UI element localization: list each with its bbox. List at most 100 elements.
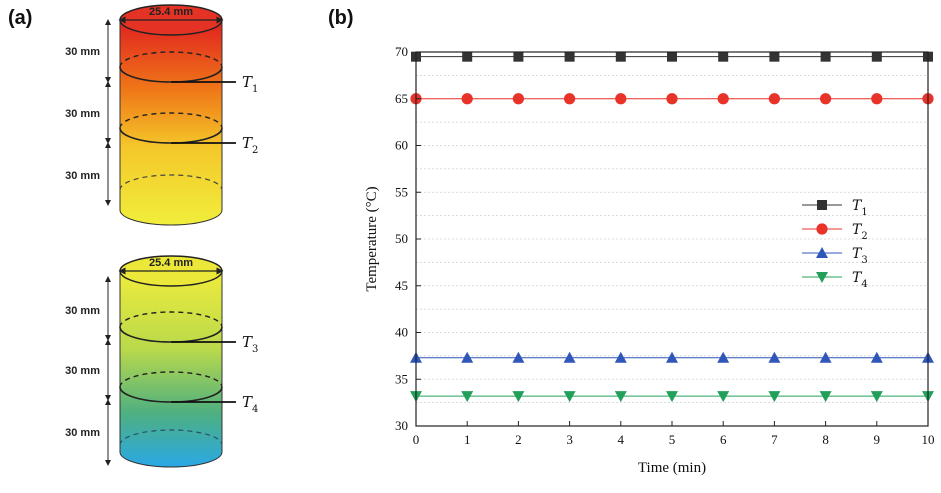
series-T3-point: [717, 351, 730, 363]
x-tick-label: 6: [720, 432, 727, 447]
x-tick-label: 7: [771, 432, 778, 447]
series-T4-point: [768, 391, 781, 403]
series-T4-point: [870, 391, 883, 403]
series-T2-point: [871, 93, 883, 105]
legend-T2-label: T2: [852, 222, 868, 242]
y-tick-label: 55: [395, 184, 408, 199]
series-T1-point: [667, 51, 677, 62]
x-tick-label: 1: [464, 432, 471, 447]
sensor-t1-label: T1: [242, 73, 258, 95]
series-T4-point: [512, 391, 525, 403]
legend-T2-marker: [816, 223, 828, 235]
series-T4-point: [717, 391, 730, 403]
series-T3-point: [870, 351, 883, 363]
series-T4-point: [614, 391, 627, 403]
sensor-t2-sub: 2: [252, 145, 258, 156]
legend-T1-label: T1: [852, 198, 868, 218]
series-T1-point: [718, 51, 729, 62]
plane-2-back: [119, 112, 223, 129]
legend-T1-letter: T: [852, 198, 863, 214]
legend-T3-marker: [816, 247, 828, 258]
series-T2-point: [564, 93, 576, 105]
series-T1-point: [820, 51, 831, 62]
sensor-t4-label: T4: [242, 393, 258, 415]
series-T3-point: [614, 351, 627, 363]
x-tick-label: 10: [922, 432, 935, 447]
series-T3-point: [768, 351, 781, 363]
x-tick-label: 9: [874, 432, 881, 447]
series-T1-point: [462, 51, 473, 62]
sensor-t4-letter: T: [242, 393, 253, 411]
series-T4-point: [563, 391, 576, 403]
legend-T3-label: T3: [852, 246, 868, 266]
series-T1-point: [513, 51, 524, 62]
series-T3-point: [512, 351, 525, 363]
y-tick-label: 60: [395, 138, 408, 153]
legend-T1-marker: [817, 200, 827, 210]
spacing-label-top-1: 30 mm: [65, 46, 100, 58]
x-axis-title: Time (min): [638, 460, 706, 476]
x-tick-label: 4: [618, 432, 625, 447]
x-tick-label: 0: [413, 432, 420, 447]
series-T4-point: [666, 391, 678, 403]
series-T1-point: [564, 51, 575, 62]
y-axis-title: Temperature (°C): [364, 186, 380, 291]
diameter-label-top: 25.4 mm: [149, 6, 193, 18]
legend-T2-sub: 2: [861, 231, 867, 242]
x-axis-ticks: 0 1 2 3 4 5 6 7 8 9 10: [413, 421, 935, 447]
series-T2-point: [768, 93, 781, 105]
sensor-t4-sub: 4: [252, 404, 258, 415]
plane-bottom2-back: [119, 429, 223, 446]
y-tick-label: 30: [395, 418, 408, 433]
series-T2-point: [820, 93, 832, 105]
sensor-t3-letter: T: [242, 333, 253, 351]
diameter-label-bottom: 25.4 mm: [149, 257, 193, 269]
sensor-t2-label: T2: [242, 134, 258, 156]
cylinder-top: 25.4 mm T1 T2 30 mm 30 mm 30 mm: [65, 4, 258, 226]
series-T4-point: [819, 391, 832, 403]
series-T3-point: [563, 351, 576, 363]
y-axis-ticks: 30 35 40 45 50 55 60 65 70: [395, 44, 421, 433]
series-T2-point: [615, 93, 627, 105]
cylinder-bottom-body: [119, 270, 223, 468]
spacing-label-bottom-1: 30 mm: [65, 305, 100, 317]
series-T3-point: [666, 351, 678, 363]
x-tick-label: 3: [566, 432, 573, 447]
y-tick-label: 40: [395, 325, 408, 340]
cylinder-top-body: [119, 19, 223, 226]
series-T2-point: [512, 93, 525, 105]
y-tick-label: 65: [395, 91, 408, 106]
series-T1-point: [769, 51, 780, 62]
y-tick-label: 35: [395, 371, 408, 386]
plane-1-back: [119, 51, 223, 68]
x-tick-label: 8: [822, 432, 829, 447]
legend-T4-marker: [816, 272, 828, 283]
legend-T4-label: T4: [852, 270, 868, 290]
panel-a-label: (a): [8, 7, 32, 29]
legend-T2-letter: T: [852, 222, 863, 238]
y-tick-label: 50: [395, 231, 408, 246]
legend-T3-letter: T: [852, 246, 863, 262]
spacing-label-top-2: 30 mm: [65, 108, 100, 120]
legend-T1-sub: 1: [861, 207, 867, 218]
panel-b-label: (b): [328, 7, 354, 29]
series-T3-point: [461, 351, 474, 363]
x-tick-label: 5: [669, 432, 676, 447]
series-T2-point: [717, 93, 729, 105]
series-T4-point: [461, 391, 474, 403]
sensor-t3-sub: 3: [252, 344, 258, 355]
spacing-label-top-3: 30 mm: [65, 170, 100, 182]
spacing-label-bottom-2: 30 mm: [65, 365, 100, 377]
series-T1-point: [615, 51, 626, 62]
plane-4-back: [119, 371, 223, 388]
legend-T3-sub: 3: [861, 255, 867, 266]
sensor-t1-letter: T: [242, 73, 253, 91]
y-tick-label: 45: [395, 278, 408, 293]
y-tick-label: 70: [395, 44, 408, 59]
plane-bottom-back: [119, 174, 223, 191]
series-T1-point: [871, 51, 882, 62]
series-T2-point: [666, 93, 678, 105]
